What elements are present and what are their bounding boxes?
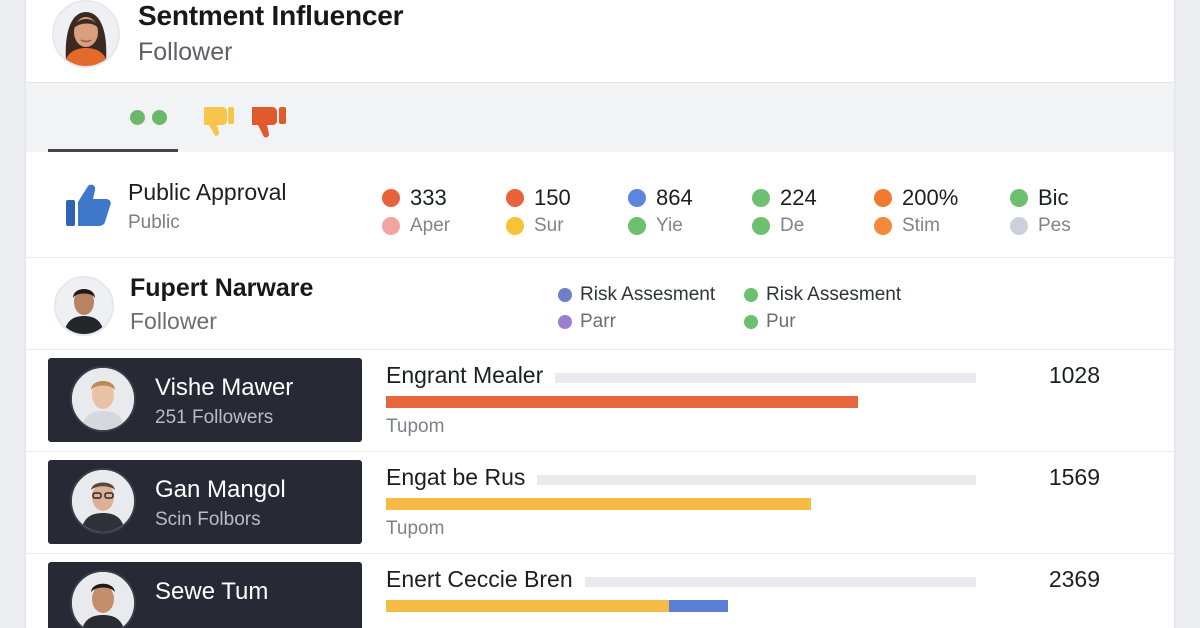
stat-value: 864 <box>628 185 693 211</box>
stat-value: Bic <box>1010 185 1069 211</box>
woman-avatar-icon <box>54 2 118 66</box>
progress-track <box>386 577 976 587</box>
influencer-panel: Sentment Influencer Follower Public Appr… <box>26 0 1174 628</box>
status-dot <box>874 189 892 207</box>
status-dot <box>506 189 524 207</box>
progress-bar <box>386 498 811 510</box>
metric-subtitle: Tupom <box>386 518 445 539</box>
risk-legend-item: Risk Assesment <box>558 284 715 306</box>
page-subtitle: Follower <box>138 38 233 66</box>
active-tab-indicator <box>48 149 178 152</box>
progress-segment <box>669 600 728 612</box>
avatar <box>70 366 136 432</box>
status-dot <box>628 189 646 207</box>
page-title: Sentment Influencer <box>138 0 404 31</box>
status-dot <box>744 288 758 302</box>
sentiment-toolbar <box>26 82 1174 152</box>
approval-subtitle: Public <box>128 212 180 233</box>
metric-count: 2369 <box>1048 566 1100 592</box>
thumbs-down-icon[interactable] <box>200 103 236 139</box>
status-dot <box>752 189 770 207</box>
list-item[interactable]: Sewe Tum Enert Ceccie Bren 2369 <box>26 554 1174 628</box>
status-dot <box>874 217 892 235</box>
user-card[interactable]: Vishe Mawer 251 Followers <box>48 358 362 442</box>
thumbs-up-icon <box>66 184 111 226</box>
status-dot <box>1010 189 1028 207</box>
list-item[interactable]: Vishe Mawer 251 Followers Engrant Mealer… <box>26 350 1174 452</box>
list-item[interactable]: Gan Mangol Scin Folbors Engat be Rus Tup… <box>26 452 1174 554</box>
dots-icon[interactable] <box>130 110 145 125</box>
progress-bar <box>386 600 728 612</box>
user-card[interactable]: Gan Mangol Scin Folbors <box>48 460 362 544</box>
status-dot <box>752 217 770 235</box>
status-dot <box>506 217 524 235</box>
metric-subtitle: Tupom <box>386 416 445 437</box>
user-followers: 251 Followers <box>155 407 274 428</box>
dots-icon[interactable] <box>152 110 167 125</box>
risk-legend-item: Risk Assesment <box>744 284 901 306</box>
user-name: Sewe Tum <box>155 578 269 605</box>
user-avatar-icon <box>72 572 134 628</box>
user-card[interactable]: Sewe Tum <box>48 562 362 628</box>
status-dot <box>744 315 758 329</box>
status-dot <box>382 217 400 235</box>
approval-title: Public Approval <box>128 179 287 205</box>
stat-value: 200% <box>874 185 958 211</box>
profile-header: Sentment Influencer Follower <box>26 0 1174 82</box>
stat-label: Yie <box>628 215 683 237</box>
stat-value: 150 <box>506 185 571 211</box>
man-avatar-icon <box>56 278 112 334</box>
stat-label: Stim <box>874 215 940 237</box>
user-avatar-icon <box>72 368 134 430</box>
avatar[interactable] <box>52 0 120 68</box>
metric-count: 1028 <box>1048 362 1100 388</box>
thumbs-down-icon[interactable] <box>248 103 288 141</box>
risk-legend-item: Parr <box>558 311 616 333</box>
stat-value: 333 <box>382 185 447 211</box>
metric-title: Engat be Rus <box>386 464 538 491</box>
stat-value: 224 <box>752 185 817 211</box>
metric-count: 1569 <box>1048 464 1100 490</box>
avatar <box>70 468 136 534</box>
risk-legend-item: Pur <box>744 311 796 333</box>
follower-subtitle: Follower <box>130 308 217 334</box>
progress-bar <box>386 396 858 408</box>
metric-title: Engrant Mealer <box>386 362 556 389</box>
stat-label: Sur <box>506 215 564 237</box>
status-dot <box>558 315 572 329</box>
user-followers: Scin Folbors <box>155 509 261 530</box>
progress-segment <box>386 600 669 612</box>
status-dot <box>628 217 646 235</box>
avatar <box>70 570 136 628</box>
follower-row: Fupert Narware Follower Risk Assesment R… <box>26 258 1174 350</box>
avatar[interactable] <box>54 276 114 336</box>
progress-track <box>386 373 976 383</box>
user-avatar-icon <box>72 470 134 532</box>
public-approval-row: Public Approval Public 333 Aper 150 Sur … <box>26 152 1174 258</box>
progress-track <box>386 475 976 485</box>
status-dot <box>1010 217 1028 235</box>
user-name: Gan Mangol <box>155 476 286 503</box>
status-dot <box>558 288 572 302</box>
stat-label: Pes <box>1010 215 1071 237</box>
stat-label: Aper <box>382 215 450 237</box>
status-dot <box>382 189 400 207</box>
stat-label: De <box>752 215 804 237</box>
metric-title: Enert Ceccie Bren <box>386 566 585 593</box>
user-name: Vishe Mawer <box>155 374 294 401</box>
follower-name: Fupert Narware <box>130 274 314 302</box>
